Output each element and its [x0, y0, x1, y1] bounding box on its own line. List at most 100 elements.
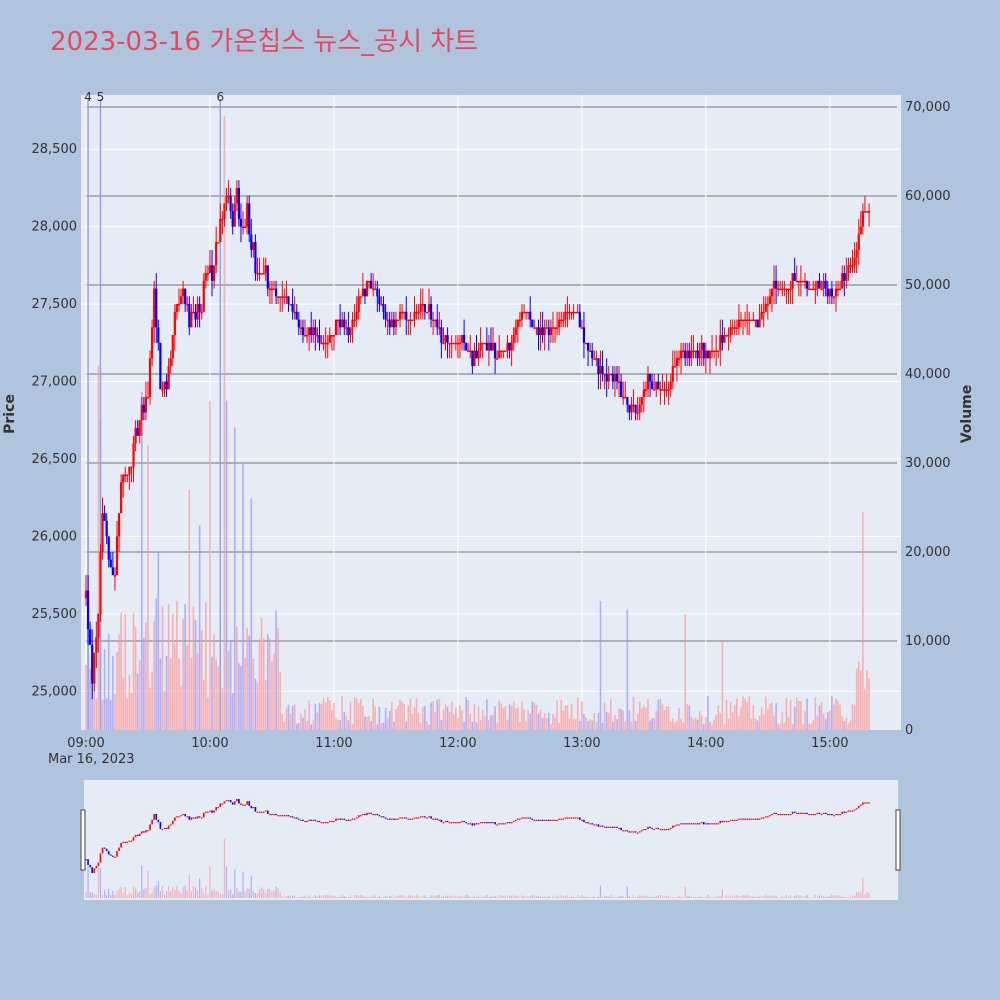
volume-bar — [508, 703, 511, 730]
volume-bar — [153, 620, 155, 730]
volume-bar — [750, 718, 753, 730]
volume-bar — [471, 721, 474, 730]
candle-body — [109, 559, 112, 568]
volume-bar — [504, 706, 507, 730]
candle-body — [719, 335, 722, 351]
y-tick-label: 27,000 — [32, 375, 78, 390]
volume-bar — [618, 708, 620, 730]
candle-body — [367, 280, 371, 283]
candle-body — [671, 366, 674, 382]
mini-candle — [380, 816, 383, 818]
volume-bar — [147, 445, 149, 730]
mini-volume-bar — [296, 897, 298, 898]
mini-candle — [236, 798, 238, 802]
mini-volume-bar — [354, 894, 356, 898]
candle-body — [841, 273, 844, 289]
mini-volume-bar — [537, 896, 540, 898]
mini-volume-bar — [335, 896, 337, 898]
volume-bar — [628, 710, 631, 730]
mini-volume-bar — [199, 878, 201, 898]
mini-volume-bar — [442, 896, 445, 898]
candle-body — [274, 288, 278, 297]
mini-volume-bar — [775, 895, 777, 898]
candle-body — [254, 242, 257, 274]
mini-candle — [415, 817, 418, 819]
volume-bar — [467, 699, 470, 730]
candle-body — [227, 195, 230, 198]
mini-candle — [85, 859, 87, 861]
candle-body — [196, 304, 199, 320]
candle-body — [558, 319, 561, 328]
mini-volume-bar — [242, 872, 244, 898]
mini-candle — [452, 822, 455, 824]
volume-bar — [171, 613, 174, 730]
range-slider[interactable] — [84, 780, 898, 900]
mini-candle — [496, 824, 498, 826]
mini-volume-bar — [519, 897, 521, 898]
volume-bar — [820, 702, 823, 730]
candle-body — [89, 629, 92, 645]
mini-candle — [733, 819, 736, 821]
volume-bar — [223, 115, 226, 730]
mini-volume-bar — [789, 895, 792, 898]
mini-volume-bar — [227, 890, 230, 898]
mini-volume-bar — [393, 897, 395, 898]
volume-bar — [473, 703, 476, 730]
volume-bar — [612, 721, 614, 730]
candle-body — [289, 304, 292, 306]
volume-bar — [545, 718, 548, 730]
mini-candle — [289, 816, 292, 818]
volume-bar — [231, 692, 234, 730]
mini-volume-bar — [329, 895, 331, 898]
mini-volume-bar — [806, 894, 808, 898]
volume-bar — [512, 701, 515, 730]
candle-body — [766, 304, 769, 306]
candle-body — [857, 234, 860, 250]
mini-volume-bar — [415, 894, 418, 898]
volume-bar — [335, 718, 337, 730]
mini-candle — [855, 808, 858, 810]
candle-body — [735, 327, 738, 329]
x-tick-label: 14:00 — [687, 736, 724, 751]
mini-candle — [519, 818, 521, 820]
mini-candle — [492, 822, 494, 824]
mini-volume-bar — [356, 895, 358, 898]
mini-volume-bar — [405, 897, 407, 898]
candle-body — [405, 311, 408, 320]
volume-bar — [736, 698, 738, 730]
mini-volume-bar — [399, 895, 401, 898]
candle-body — [469, 350, 472, 353]
mini-volume-bar — [482, 896, 484, 898]
mini-candle — [545, 819, 548, 821]
candle-body — [818, 280, 821, 289]
mini-candle — [661, 829, 664, 831]
mini-candle — [207, 811, 209, 813]
volume-bar — [847, 723, 850, 730]
mini-candle — [583, 819, 585, 823]
mini-volume-bar — [597, 896, 600, 898]
candle-body — [351, 319, 354, 328]
volume-bar — [411, 714, 414, 730]
volume-bar — [702, 724, 705, 730]
mini-volume-bar — [110, 895, 112, 898]
candle-body — [341, 319, 344, 328]
candle-body — [756, 319, 759, 328]
mini-volume-bar — [486, 895, 488, 898]
plot-area[interactable] — [81, 95, 901, 730]
mini-volume-bar — [678, 895, 680, 898]
volume-bar — [781, 712, 784, 730]
candle-body — [427, 304, 431, 312]
mini-candle — [655, 827, 658, 830]
mini-volume-bar — [742, 894, 744, 898]
volume-bar — [118, 634, 120, 730]
x-tick-label: 13:00 — [563, 736, 600, 751]
range-slider-left-handle[interactable] — [80, 809, 86, 871]
candle-body — [861, 211, 864, 227]
mini-volume-bar — [434, 896, 436, 898]
volume-bar — [758, 715, 761, 730]
volume-bar — [663, 710, 666, 730]
candle-body — [646, 373, 650, 390]
mini-volume-bar — [298, 897, 300, 898]
range-slider-right-handle[interactable] — [895, 809, 901, 871]
mini-volume-bar — [426, 897, 428, 898]
